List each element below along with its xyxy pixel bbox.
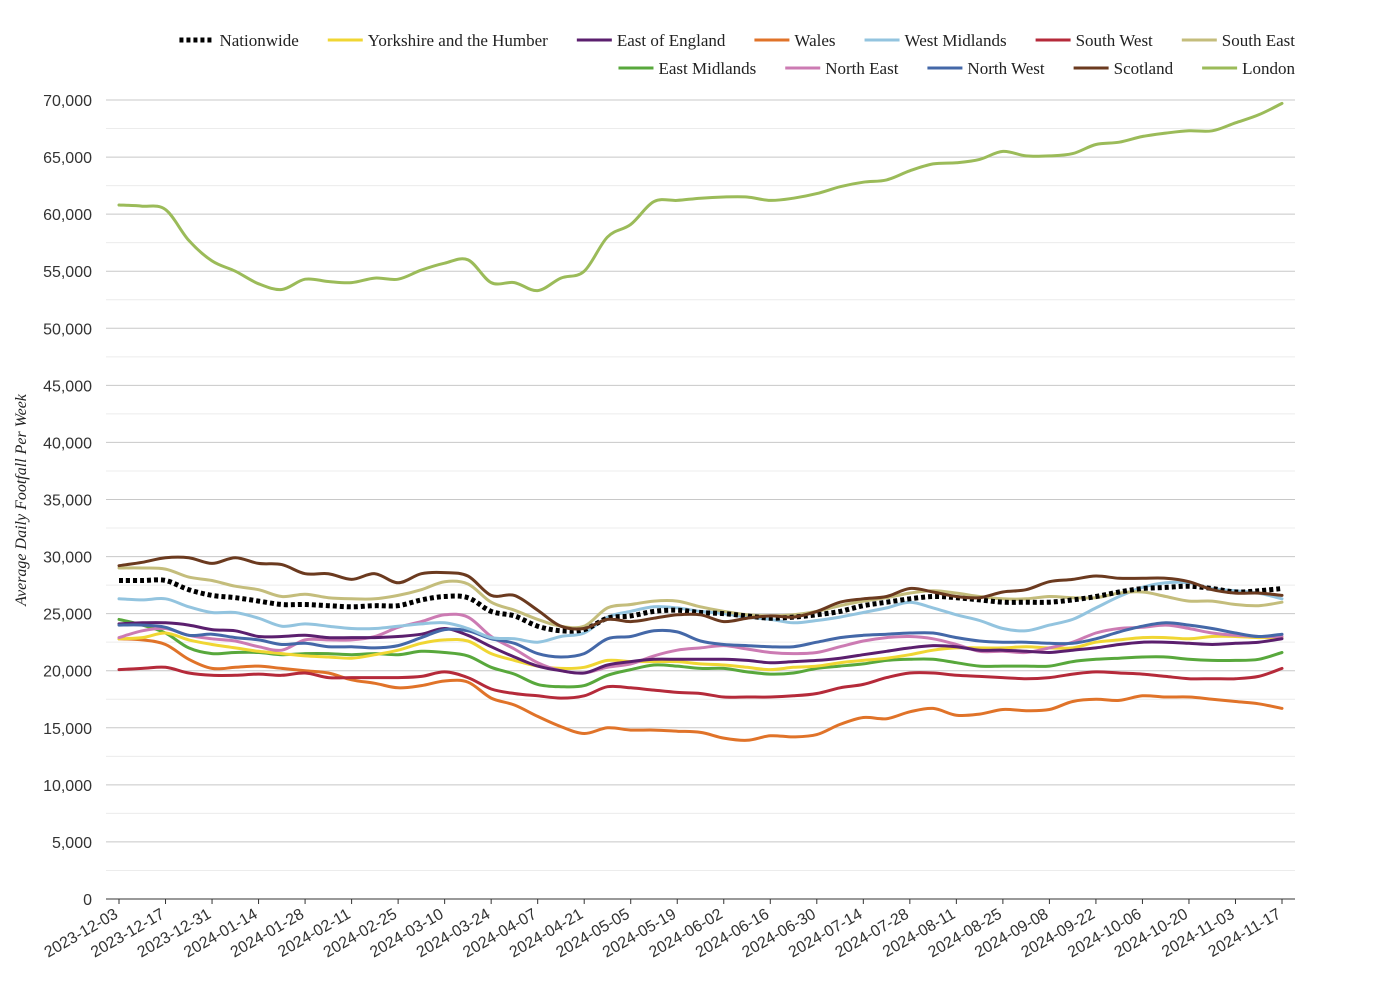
series-line-east-of-england (117, 621, 1284, 675)
series-line-wales (117, 637, 1284, 742)
series-line-east-midlands (117, 617, 1284, 689)
y-tick-label: 35,000 (43, 493, 92, 510)
y-tick-label: 70,000 (43, 93, 92, 110)
legend-label-london: London (1242, 59, 1295, 78)
legend-label-north-east: North East (825, 59, 898, 78)
series-line-north-east (117, 612, 1284, 675)
legend-label-wales: Wales (794, 31, 835, 50)
series-lines (117, 101, 1284, 742)
gridlines (106, 99, 1295, 871)
y-tick-label: 50,000 (43, 321, 92, 338)
series-line-south-west (117, 665, 1284, 700)
y-tick-label: 60,000 (43, 207, 92, 224)
y-tick-label: 25,000 (43, 607, 92, 624)
y-tick-label: 15,000 (43, 721, 92, 738)
y-tick-label: 10,000 (43, 778, 92, 795)
legend-label-south-east: South East (1222, 31, 1295, 50)
series-line-nationwide (119, 577, 1283, 634)
y-tick-label: 65,000 (43, 150, 92, 167)
y-tick-label: 40,000 (43, 435, 92, 452)
legend-label-east-of-england: East of England (617, 31, 726, 50)
y-axis: 0 5,000 10,000 15,000 20,000 25,000 30,000 35,0… (43, 93, 92, 909)
x-axis: 2023-12-032023-12-172023-12-312024-01-14… (42, 898, 1295, 961)
legend-label-scotland: Scotland (1114, 59, 1174, 78)
y-axis-title: Average Daily Footfall Per Week (13, 393, 30, 607)
series-line-london (117, 101, 1284, 293)
legend-label-yorkshire-and-the-humber: Yorkshire and the Humber (368, 31, 548, 50)
series-line-north-west (117, 621, 1284, 659)
legend-label-nationwide: Nationwide (219, 31, 298, 50)
y-tick-label: 30,000 (43, 550, 92, 567)
series-line-yorkshire-and-the-humber (117, 631, 1284, 672)
legend-label-north-west: North West (967, 59, 1044, 78)
y-tick-label: 55,000 (43, 264, 92, 281)
legend-label-south-west: South West (1076, 31, 1153, 50)
y-tick-label: 20,000 (43, 664, 92, 681)
y-tick-label: 0 (83, 892, 92, 909)
series-line-scotland (117, 555, 1284, 631)
y-tick-label: 5,000 (52, 835, 92, 852)
y-tick-label: 45,000 (43, 378, 92, 395)
legend-label-east-midlands: East Midlands (658, 59, 756, 78)
legend: Nationwide Yorkshire and the Humber East o… (179, 31, 1295, 78)
legend-label-west-midlands: West Midlands (905, 31, 1007, 50)
